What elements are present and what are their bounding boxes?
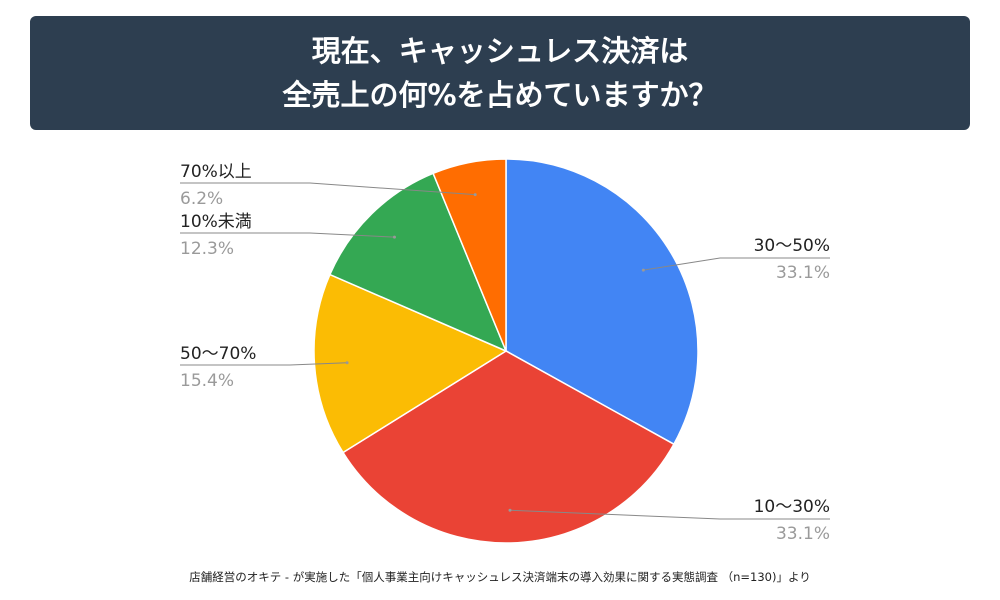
leader-line-3 (180, 232, 395, 238)
slice-label-1: 10〜30% (754, 497, 830, 517)
source-footnote: 店舗経営のオキテ - が実施した「個人事業主向けキャッシュレス決済端末の導入効果… (189, 570, 811, 584)
leader-dot-4 (473, 193, 477, 197)
slice-value-1: 33.1% (776, 524, 830, 544)
pie-slice-3 (328, 172, 508, 353)
leader-line-1 (509, 509, 830, 520)
slice-label-3: 10%未満 (180, 212, 252, 232)
title-line-1: 現在、キャッシュレス決済は (311, 34, 689, 68)
slice-label-0: 30〜50% (754, 236, 830, 256)
slice-value-2: 15.4% (180, 371, 234, 391)
slice-value-3: 12.3% (180, 239, 234, 259)
leader-dot-0 (641, 268, 645, 272)
pie-slice-1 (341, 350, 675, 544)
leader-dot-2 (345, 361, 349, 365)
pie-slice-4 (432, 158, 507, 352)
chart-title: 現在、キャッシュレス決済は 全売上の何%を占めていますか？ (30, 16, 970, 130)
slice-label-2: 50〜70% (180, 344, 256, 364)
title-line-2: 全売上の何%を占めていますか？ (282, 78, 718, 112)
leader-line-2 (180, 362, 348, 366)
slice-value-0: 33.1% (776, 263, 830, 283)
slice-value-4: 6.2% (180, 189, 223, 209)
leader-line-4 (180, 182, 476, 196)
slice-label-4: 70%以上 (180, 162, 252, 182)
pie-slice-2 (313, 273, 508, 454)
leader-dot-1 (508, 508, 512, 512)
leader-dot-3 (392, 235, 396, 239)
leader-line-0 (643, 257, 830, 271)
pie-slice-0 (505, 158, 699, 446)
